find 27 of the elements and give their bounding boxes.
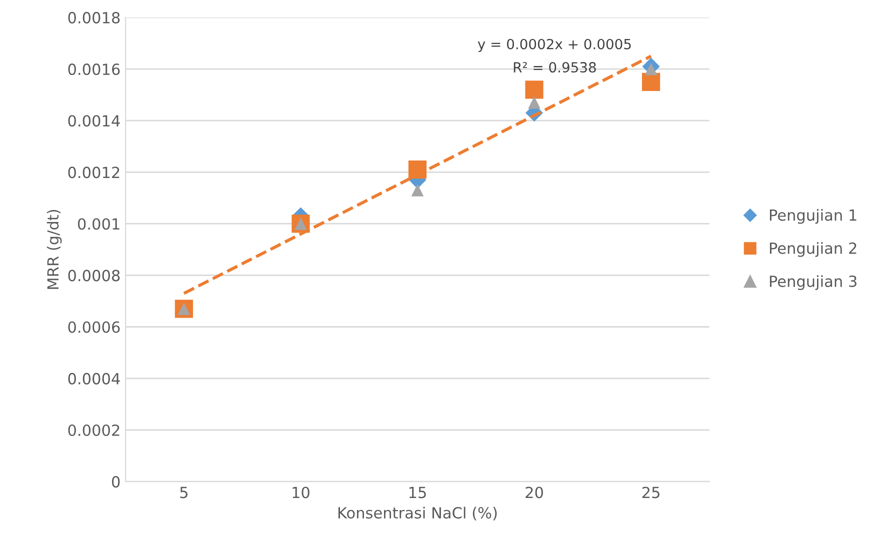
y-tick-label: 0.0018: [68, 12, 120, 24]
legend-label: Pengujian 3: [770, 275, 856, 290]
x-axis-title: Konsentrasi NaCl (%): [338, 506, 497, 520]
y-tick-label: 0: [112, 476, 120, 488]
x-tick-label: 10: [292, 486, 310, 498]
y-tick-label: 0.001: [78, 218, 120, 230]
y-tick-label: 0.0006: [68, 321, 120, 333]
legend-label: Pengujian 2: [770, 242, 856, 257]
point: [411, 184, 424, 196]
x-tick-label: 20: [526, 486, 543, 498]
y-tick-label: 0.0016: [68, 64, 120, 76]
y-axis-title: MRR (g/dt): [46, 210, 62, 289]
y-tick-label: 0.0002: [68, 424, 120, 436]
point: [528, 96, 540, 109]
legend-label: Pengujian 1: [770, 209, 856, 224]
annotation: y = 0.0002x + 0.0005: [478, 38, 631, 52]
y-tick-label: 0.0012: [68, 166, 120, 178]
point: [642, 72, 660, 91]
point: [525, 80, 544, 99]
y-tick-label: 0.0014: [68, 115, 120, 127]
line-series: [182, 54, 653, 295]
annotation: R² = 0.9538: [514, 62, 596, 73]
x-tick-label: 25: [642, 486, 660, 498]
y-tick-label: 0.0004: [68, 372, 120, 384]
y-tick-label: 0.0008: [68, 270, 120, 282]
x-tick-label: 15: [409, 486, 426, 498]
x-tick-label: 5: [180, 486, 188, 498]
